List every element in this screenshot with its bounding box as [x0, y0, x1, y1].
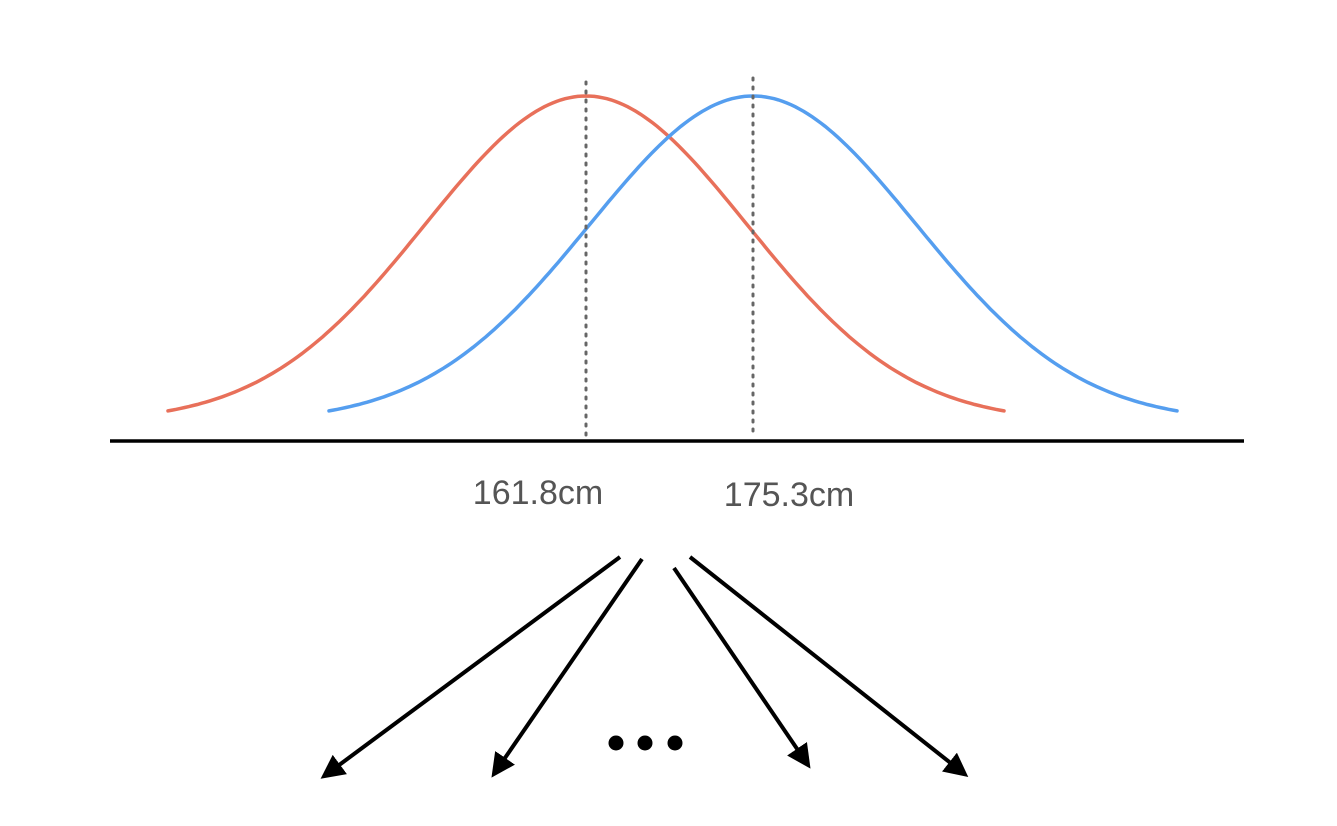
left-mean-label: 161.8cm — [473, 474, 603, 512]
ellipsis-dots — [608, 735, 683, 751]
arrow-left — [491, 557, 644, 778]
arrow-right — [672, 566, 811, 769]
arrow-far-right — [688, 555, 969, 777]
right-mean-label: 175.3cm — [724, 476, 854, 514]
arrow-far-left — [320, 555, 622, 779]
left-distribution-curve — [166, 94, 1006, 413]
